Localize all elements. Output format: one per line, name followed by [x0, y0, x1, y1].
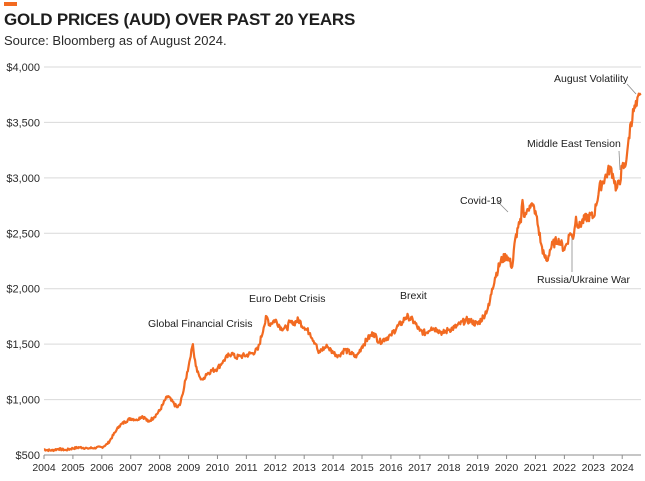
y-tick-label: $1,500: [6, 339, 40, 351]
x-tick-label: 2021: [524, 462, 548, 474]
x-tick-label: 2009: [177, 462, 201, 474]
y-tick-label: $500: [16, 450, 40, 462]
x-tick-label: 2014: [321, 462, 345, 474]
x-tick-label: 2010: [206, 462, 230, 474]
x-tick-label: 2011: [235, 462, 258, 474]
annotation-leader: [618, 150, 621, 171]
x-tick-label: 2007: [119, 462, 143, 474]
series-line: [43, 92, 642, 453]
x-tick-label: 2004: [32, 462, 56, 474]
annotation-leader: [496, 200, 509, 213]
y-tick-label: $1,000: [6, 395, 40, 407]
gridlines: [44, 66, 641, 456]
x-tick-label: 2017: [408, 462, 432, 474]
series-layer: [43, 92, 642, 453]
annotation-label: August Volatility: [554, 73, 629, 85]
x-tick-label: 2013: [293, 462, 317, 474]
annotation-label: Global Financial Crisis: [148, 318, 252, 330]
y-tick-label: $2,000: [6, 284, 40, 296]
x-tick-label: 2024: [611, 462, 635, 474]
annotation-label: Middle East Tension: [527, 138, 621, 150]
chart-subtitle: Source: Bloomberg as of August 2024.: [4, 33, 227, 48]
annotation-label: Russia/Ukraine War: [537, 274, 630, 286]
x-tick-label: 2023: [582, 462, 606, 474]
x-tick-label: 2019: [466, 462, 490, 474]
annotation-label: Euro Debt Crisis: [249, 293, 325, 305]
x-tick-label: 2016: [379, 462, 403, 474]
y-tick-label: $3,000: [6, 173, 40, 185]
y-tick-label: $2,500: [6, 228, 40, 240]
x-tick-label: 2022: [553, 462, 577, 474]
y-tick-label: $4,000: [6, 62, 40, 74]
y-axis: $500 $1,000 $1,500 $2,000 $2,500 $3,000 $3,500…: [6, 62, 40, 462]
x-tick-label: 2020: [495, 462, 519, 474]
x-axis: 2004 2005 2006 2007 2008 2009 2010 2011 2012 2013…: [32, 455, 634, 474]
x-tick-label: 2018: [437, 462, 461, 474]
y-tick-label: $3,500: [6, 117, 40, 129]
x-tick-label: 2006: [90, 462, 114, 474]
x-tick-label: 2012: [264, 462, 288, 474]
accent-bar: [4, 2, 17, 6]
chart-title: GOLD PRICES (AUD) OVER PAST 20 YEARS: [4, 10, 356, 29]
annotation-label: Covid-19: [460, 195, 502, 207]
x-tick-label: 2015: [350, 462, 374, 474]
annotation-label: Brexit: [400, 290, 427, 302]
annotations: Global Financial Crisis Euro Debt Crisis B…: [148, 73, 637, 330]
annotation-leader: [626, 83, 637, 95]
x-tick-label: 2008: [148, 462, 172, 474]
x-tick-label: 2005: [61, 462, 85, 474]
